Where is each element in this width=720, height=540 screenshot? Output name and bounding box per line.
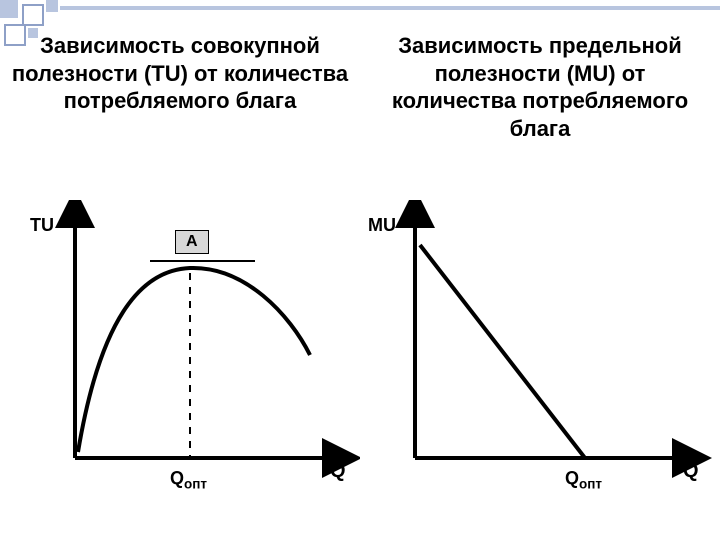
tu-y-label: TU <box>30 215 54 236</box>
charts-row: TU A Qопт Q MU Qопт Q <box>0 200 720 520</box>
deco-strip <box>60 6 720 10</box>
left-title: Зависимость совокупной полезности (TU) о… <box>0 32 360 142</box>
right-title: Зависимость предельной полезности (MU) о… <box>360 32 720 142</box>
mu-chart: MU Qопт Q <box>360 200 720 520</box>
slide: Зависимость совокупной полезности (TU) о… <box>0 0 720 540</box>
mu-y-label: MU <box>368 215 396 236</box>
deco-block-3 <box>46 0 58 12</box>
mu-chart-svg <box>360 200 720 520</box>
tu-chart: TU A Qопт Q <box>0 200 360 520</box>
mu-curve <box>420 245 585 458</box>
mu-q-label: Q <box>683 460 699 483</box>
titles-row: Зависимость совокупной полезности (TU) о… <box>0 32 720 142</box>
mu-qopt-label: Qопт <box>565 468 602 492</box>
deco-block-2 <box>22 4 44 26</box>
tu-point-a: A <box>175 230 209 254</box>
deco-block-1 <box>0 0 18 18</box>
tu-qopt-label: Qопт <box>170 468 207 492</box>
tu-q-label: Q <box>330 460 346 483</box>
tu-curve <box>78 268 310 452</box>
